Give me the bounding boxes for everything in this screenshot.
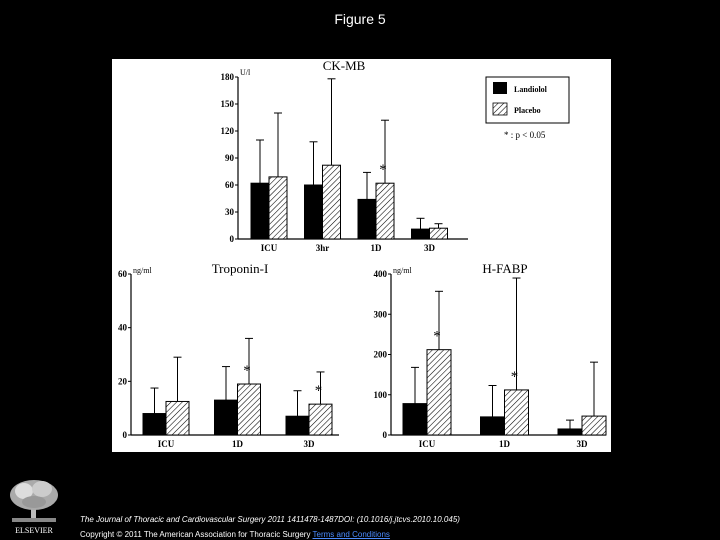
chart2-y-tick-label: 200	[374, 350, 388, 360]
figure-title: Figure 5	[334, 11, 386, 27]
chart0-y-tick-label: 0	[230, 234, 235, 244]
chart0-x-tick-label: 1D	[371, 243, 383, 253]
chart0-x-tick-label: 3D	[424, 243, 436, 253]
chart0-bar-landiolol	[304, 184, 323, 240]
chart1-title: Troponin-I	[212, 261, 269, 276]
citation-text: The Journal of Thoracic and Cardiovascul…	[80, 515, 460, 524]
legend-label-placebo: Placebo	[514, 106, 541, 115]
chart2-unit-label: ng/ml	[393, 266, 412, 275]
chart2-significance-marker: *	[511, 369, 519, 385]
chart2-bar-placebo	[504, 389, 529, 436]
chart1-y-tick-label: 20	[118, 376, 128, 386]
chart1-bar-placebo	[237, 383, 261, 436]
chart1-x-tick-label: 1D	[232, 439, 244, 449]
copyright-text: Copyright © 2011 The American Associatio…	[80, 530, 311, 539]
chart0-bar-placebo	[268, 176, 288, 240]
copyright-line: Copyright © 2011 The American Associatio…	[80, 530, 390, 539]
chart2-x-tick-label: 1D	[499, 439, 511, 449]
charts-layer: CK-MB U/l 0 30 60 90 120 150 180 ICU 3hr 1D * 3D Tropo…	[118, 58, 607, 449]
chart0-y-tick-label: 30	[225, 207, 235, 217]
chart0-bar-placebo	[322, 164, 341, 240]
chart2-x-tick-label: 3D	[577, 439, 589, 449]
chart1-bar-landiolol	[214, 399, 238, 436]
charts-svg: Landiolol Placebo * : p < 0.05 CK-MB U/l 0…	[118, 58, 607, 449]
legend: Landiolol Placebo * : p < 0.05	[485, 76, 570, 140]
chart2-y-tick-label: 400	[374, 269, 388, 279]
chart1-x-tick-label: 3D	[304, 439, 316, 449]
chart0-significance-marker: *	[379, 162, 387, 178]
chart2-bar-landiolol	[402, 403, 428, 436]
chart2-title: H-FABP	[482, 261, 527, 276]
chart1-bar-landiolol	[285, 415, 310, 436]
chart0-bar-landiolol	[411, 228, 430, 240]
chart2-significance-marker: *	[433, 329, 441, 345]
chart0-x-tick-label: ICU	[261, 243, 278, 253]
chart1-unit-label: ng/ml	[133, 266, 152, 275]
chart2-bar-landiolol	[557, 428, 583, 436]
terms-link[interactable]: Terms and Conditions	[312, 530, 390, 539]
chart0-y-tick-label: 150	[221, 99, 235, 109]
chart1-x-tick-label: ICU	[158, 439, 175, 449]
chart0-x-tick-label: 3hr	[316, 243, 330, 253]
chart2-y-tick-label: 100	[374, 390, 388, 400]
chart2-bar-placebo	[426, 349, 452, 436]
chart1-bar-landiolol	[142, 413, 167, 436]
publisher-logo-text: ELSEVIER	[15, 526, 53, 535]
chart1-significance-marker: *	[243, 363, 251, 379]
chart0-bar-placebo	[375, 182, 395, 240]
chart1-y-tick-label: 0	[123, 430, 128, 440]
chart2-bar-landiolol	[480, 416, 505, 436]
chart0-y-tick-label: 60	[225, 180, 235, 190]
chart0-y-tick-label: 180	[221, 72, 235, 82]
chart1-y-tick-label: 60	[118, 269, 128, 279]
legend-swatch-placebo	[492, 102, 508, 116]
chart2-y-tick-label: 300	[374, 309, 388, 319]
chart2-bar-placebo	[581, 415, 607, 436]
elsevier-tree-icon: ELSEVIER	[4, 478, 64, 536]
chart0-bar-placebo	[429, 227, 448, 240]
chart0-bar-landiolol	[357, 198, 377, 240]
chart0-unit-label: U/l	[240, 68, 251, 77]
legend-swatch-landiolol	[493, 82, 507, 94]
chart0-y-tick-label: 120	[221, 126, 235, 136]
chart1-bar-placebo	[165, 400, 190, 436]
legend-note: * : p < 0.05	[504, 130, 546, 140]
chart1-bar-placebo	[308, 403, 333, 436]
chart1-y-tick-label: 40	[118, 323, 128, 333]
legend-label-landiolol: Landiolol	[514, 85, 548, 94]
chart0-title: CK-MB	[323, 59, 366, 73]
chart2-x-tick-label: ICU	[419, 439, 436, 449]
figure-panel: Landiolol Placebo * : p < 0.05 CK-MB U/l 0…	[112, 58, 611, 452]
chart1-significance-marker: *	[315, 383, 323, 399]
chart0-y-tick-label: 90	[225, 153, 235, 163]
chart2-y-tick-label: 0	[383, 430, 388, 440]
chart0-bar-landiolol	[250, 182, 270, 240]
